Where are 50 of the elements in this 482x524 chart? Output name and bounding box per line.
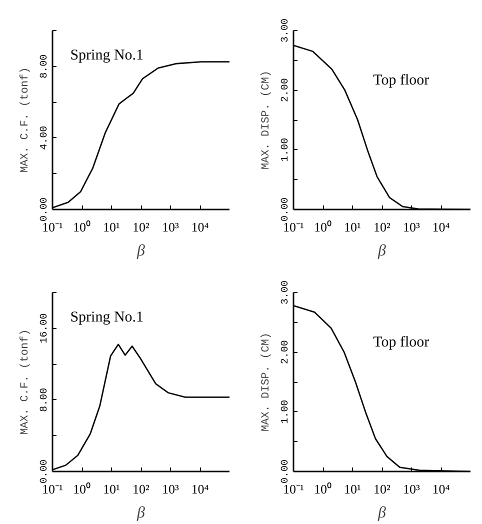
y-tick-label: 0.00 xyxy=(280,459,292,484)
y-tick-label: 0.00 xyxy=(40,197,50,222)
y-axis-title: MAX. C.F. (tonf) xyxy=(20,329,32,435)
annotation: Spring No.1 xyxy=(70,310,144,326)
x-tick-label: 10⁴ xyxy=(191,220,210,234)
x-tick-label: 10¹ xyxy=(103,482,120,496)
x-tick-label: 10¹ xyxy=(103,220,120,234)
x-tick-label: 10⁰ xyxy=(314,220,332,234)
y-tick-label: 2.00 xyxy=(280,78,292,102)
annotation: Top floor xyxy=(373,334,430,351)
x-tick-label: 10⁻¹ xyxy=(283,220,304,234)
x-tick-label: 10³ xyxy=(403,482,420,496)
y-tick-label: 8.00 xyxy=(40,388,50,412)
y-tick-label: 2.00 xyxy=(280,340,292,364)
x-tick-label: 10¹ xyxy=(344,482,362,496)
y-tick-label: 1.00 xyxy=(280,400,292,424)
x-tick-label: 10² xyxy=(132,220,150,234)
x-tick-label: 10⁻¹ xyxy=(42,482,64,496)
x-tick-label: 10³ xyxy=(403,220,420,234)
x-axis-title: β xyxy=(377,504,386,522)
x-tick-label: 10³ xyxy=(162,220,180,234)
y-tick-label: 16.00 xyxy=(40,313,50,344)
x-tick-label: 10⁴ xyxy=(432,482,450,496)
y-axis-title: MAX. DISP. (CM) xyxy=(260,332,272,432)
x-tick-label: 10⁰ xyxy=(73,482,91,496)
y-tick-label: 4.00 xyxy=(40,126,50,150)
x-tick-label: 10⁴ xyxy=(432,220,450,234)
x-axis-title: β xyxy=(136,504,146,522)
x-axis-title: β xyxy=(377,242,386,260)
y-tick-label: 1.00 xyxy=(280,138,292,162)
y-tick-label: 8.00 xyxy=(40,54,50,78)
y-tick-label: 0.00 xyxy=(280,197,292,222)
x-tick-label: 10⁰ xyxy=(314,482,332,496)
x-tick-label: 10⁰ xyxy=(73,220,91,234)
x-tick-label: 10² xyxy=(374,482,391,496)
x-tick-label: 10² xyxy=(132,482,150,496)
y-tick-label: 3.00 xyxy=(280,280,292,304)
x-tick-label: 10⁻¹ xyxy=(42,220,64,234)
x-tick-label: 10¹ xyxy=(344,220,362,234)
x-tick-label: 10⁻¹ xyxy=(283,482,304,496)
x-tick-label: 10⁴ xyxy=(191,482,210,496)
x-tick-label: 10³ xyxy=(162,482,180,496)
annotation: Spring No.1 xyxy=(70,48,144,64)
y-axis-title: MAX. C.F. (tonf) xyxy=(20,67,32,173)
y-tick-label: 0.00 xyxy=(40,459,50,484)
annotation: Top floor xyxy=(373,72,430,89)
y-axis-title: MAX. DISP. (CM) xyxy=(260,70,272,170)
x-axis-title: β xyxy=(136,242,146,260)
x-tick-label: 10² xyxy=(374,220,391,234)
y-tick-label: 3.00 xyxy=(280,18,292,42)
